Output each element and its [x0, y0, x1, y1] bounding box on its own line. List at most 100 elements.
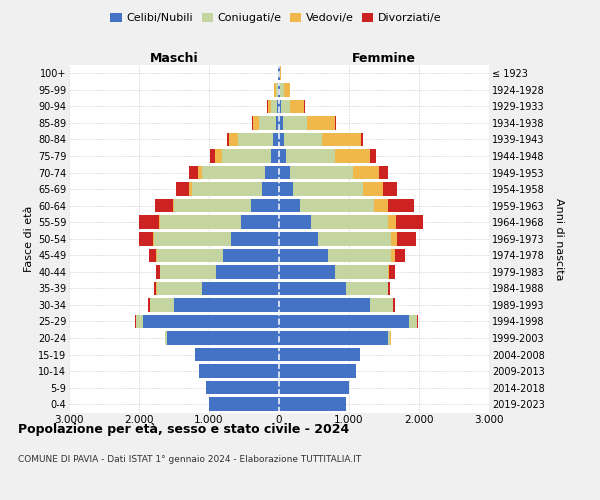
Bar	[143, 314, 279, 328]
Bar	[149, 248, 156, 262]
Bar	[395, 248, 405, 262]
Bar	[279, 298, 370, 312]
Bar	[276, 116, 279, 130]
Bar	[391, 232, 397, 245]
Bar	[199, 364, 279, 378]
Bar	[373, 199, 388, 212]
Bar	[165, 332, 167, 345]
Bar	[335, 116, 337, 130]
Bar	[284, 83, 290, 96]
Bar	[311, 216, 388, 229]
Bar	[139, 216, 158, 229]
Bar	[274, 132, 279, 146]
Bar	[139, 232, 154, 245]
Bar	[388, 332, 391, 345]
Bar	[251, 199, 279, 212]
Bar	[290, 166, 353, 179]
Bar	[190, 166, 198, 179]
Bar	[188, 182, 191, 196]
Bar	[370, 298, 393, 312]
Bar	[279, 166, 290, 179]
Bar	[279, 100, 281, 113]
Bar	[173, 199, 174, 212]
Bar	[290, 100, 304, 113]
Bar	[279, 66, 280, 80]
Bar	[202, 166, 265, 179]
Bar	[363, 182, 383, 196]
Bar	[278, 66, 279, 80]
Bar	[394, 298, 395, 312]
Bar	[335, 149, 370, 163]
Bar	[328, 248, 391, 262]
Bar	[279, 216, 311, 229]
Bar	[275, 83, 278, 96]
Bar	[211, 149, 215, 163]
Bar	[160, 216, 241, 229]
Bar	[279, 314, 409, 328]
Bar	[279, 381, 349, 394]
Bar	[271, 100, 277, 113]
Text: Femmine: Femmine	[352, 52, 416, 65]
Bar	[278, 83, 279, 96]
Bar	[280, 83, 284, 96]
Bar	[268, 100, 271, 113]
Bar	[198, 166, 202, 179]
Bar	[216, 265, 279, 278]
Bar	[155, 199, 173, 212]
Bar	[279, 199, 300, 212]
Bar	[156, 265, 160, 278]
Bar	[262, 182, 279, 196]
Bar	[397, 232, 416, 245]
Bar	[191, 182, 262, 196]
Bar	[283, 116, 307, 130]
Y-axis label: Fasce di età: Fasce di età	[23, 206, 34, 272]
Bar	[361, 132, 363, 146]
Bar	[157, 248, 223, 262]
Bar	[388, 282, 391, 295]
Bar	[154, 282, 156, 295]
Bar	[391, 248, 395, 262]
Bar	[202, 282, 279, 295]
Bar	[279, 265, 335, 278]
Bar	[388, 216, 396, 229]
Bar	[279, 132, 284, 146]
Bar	[279, 348, 359, 362]
Bar	[277, 100, 279, 113]
Bar	[383, 182, 397, 196]
Bar	[370, 149, 376, 163]
Text: COMUNE DI PAVIA - Dati ISTAT 1° gennaio 2024 - Elaborazione TUTTITALIA.IT: COMUNE DI PAVIA - Dati ISTAT 1° gennaio …	[18, 455, 361, 464]
Bar	[158, 216, 160, 229]
Bar	[388, 265, 389, 278]
Bar	[160, 265, 216, 278]
Bar	[176, 182, 188, 196]
Bar	[149, 298, 174, 312]
Bar	[279, 149, 286, 163]
Bar	[259, 116, 276, 130]
Bar	[279, 364, 356, 378]
Bar	[215, 149, 221, 163]
Bar	[279, 116, 283, 130]
Bar	[279, 282, 346, 295]
Bar	[232, 232, 279, 245]
Bar	[157, 282, 202, 295]
Text: Maschi: Maschi	[149, 52, 199, 65]
Bar	[209, 398, 279, 411]
Bar	[241, 216, 279, 229]
Bar	[346, 282, 388, 295]
Bar	[274, 83, 275, 96]
Bar	[279, 332, 388, 345]
Bar	[195, 348, 279, 362]
Bar	[317, 232, 391, 245]
Bar	[396, 216, 422, 229]
Y-axis label: Anni di nascita: Anni di nascita	[554, 198, 564, 280]
Bar	[174, 199, 251, 212]
Bar	[281, 100, 290, 113]
Bar	[389, 265, 395, 278]
Bar	[388, 199, 414, 212]
Bar	[307, 116, 335, 130]
Bar	[229, 132, 238, 146]
Bar	[279, 248, 328, 262]
Bar	[353, 166, 379, 179]
Bar	[156, 248, 157, 262]
Bar	[280, 66, 281, 80]
